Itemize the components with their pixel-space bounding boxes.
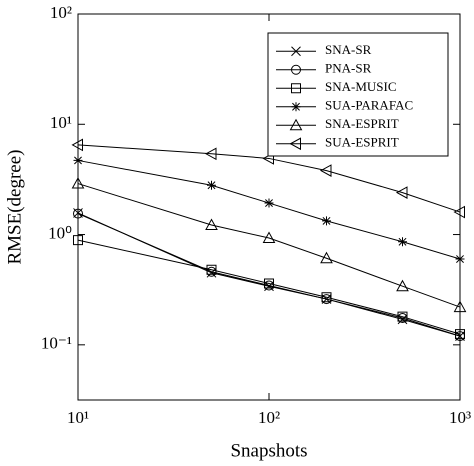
legend-label: SUA-ESPRIT xyxy=(325,135,399,150)
y-tick-label: 10² xyxy=(50,3,72,22)
marker xyxy=(397,311,408,322)
marker xyxy=(73,208,83,219)
x-tick-label: 10³ xyxy=(449,408,471,427)
y-tick-label: 10¹ xyxy=(50,113,72,132)
legend-label: SNA-SR xyxy=(325,42,372,57)
series-line xyxy=(77,144,461,213)
legend-label: PNA-SR xyxy=(325,61,372,76)
legend: SNA-SR PNA-SR SNA-MUSIC SUA-PARAFAC SNA-ESPR… xyxy=(267,32,449,157)
marker xyxy=(73,155,83,165)
marker xyxy=(206,267,217,278)
y-axis-label: RMSE(degree) xyxy=(4,149,25,264)
marker xyxy=(204,147,217,161)
legend-label: SNA-MUSIC xyxy=(325,79,397,94)
marker xyxy=(321,292,332,303)
marker xyxy=(395,186,408,199)
marker xyxy=(455,254,465,264)
legend-label: SUA-PARAFAC xyxy=(325,98,413,113)
y-tick-label: 10⁻¹ xyxy=(41,334,72,353)
series-line xyxy=(77,159,461,260)
legend-marker xyxy=(289,118,303,131)
marker xyxy=(321,216,331,226)
x-tick-label: 10¹ xyxy=(67,408,89,427)
marker xyxy=(205,218,218,231)
marker xyxy=(320,251,333,264)
marker xyxy=(453,300,467,313)
legend-marker xyxy=(291,83,301,94)
marker xyxy=(71,177,85,189)
marker xyxy=(262,231,276,244)
marker xyxy=(455,329,465,340)
y-tick-label: 10⁰ xyxy=(48,223,72,242)
legend-marker xyxy=(291,102,301,112)
marker xyxy=(264,198,274,208)
legend-label: SNA-ESPRIT xyxy=(325,116,399,131)
marker xyxy=(207,180,217,190)
marker xyxy=(398,237,408,247)
marker xyxy=(453,205,465,219)
marker xyxy=(264,278,274,289)
series-line xyxy=(77,239,461,335)
marker xyxy=(206,264,217,275)
x-axis-label: Snapshots xyxy=(230,440,307,461)
legend-marker xyxy=(291,46,301,57)
x-tick-label: 10² xyxy=(258,408,280,427)
series-line xyxy=(77,183,461,308)
legend-marker xyxy=(289,137,301,151)
series-line xyxy=(77,213,461,337)
marker xyxy=(319,164,332,177)
marker xyxy=(71,138,83,152)
legend-marker xyxy=(291,64,301,75)
marker xyxy=(396,279,409,292)
marker xyxy=(73,235,83,246)
